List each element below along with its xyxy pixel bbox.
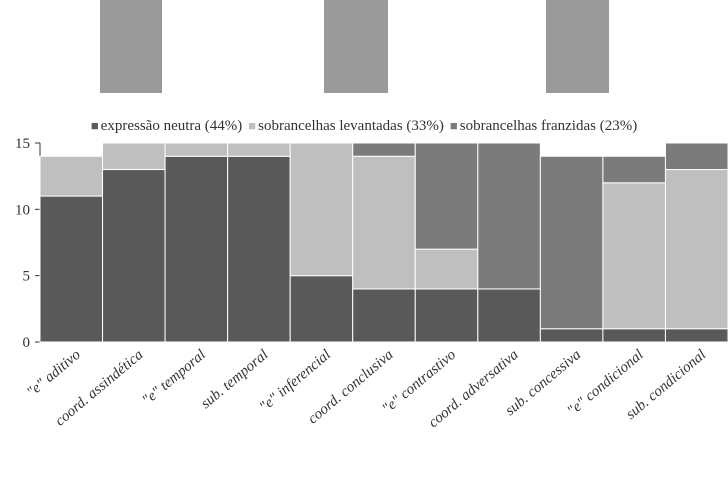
y-tick-label: 10 [15,202,30,218]
bar-segment [103,143,166,170]
photo-neutral [100,0,162,93]
bar-segment [290,276,353,342]
y-tick-label: 5 [23,269,31,285]
bar-segment [228,156,291,342]
legend-swatch: ■ [91,118,99,133]
bar-segment [290,143,353,276]
legend-label: expressão neutra (44%) [101,118,243,134]
bar-segment [478,143,541,289]
bar-segment [353,156,416,289]
photo-raised [324,0,388,93]
bar-segment [603,156,666,183]
bar-segment [40,156,103,196]
bar-segment [103,170,166,342]
page: {"chart_data": {"type": "stacked-bar", "… [0,0,728,478]
bar-segment [40,196,103,342]
legend-label: sobrancelhas franzidas (23%) [460,118,637,134]
bar-segment [665,329,728,342]
bar-segment [165,143,228,156]
bar-segment [665,170,728,329]
bar-segment [603,329,666,342]
bar-segment [353,143,416,156]
x-tick-label: "e" aditivo [24,346,84,400]
bar-segment [603,183,666,329]
bar-segment [665,143,728,170]
bar-segment [415,143,478,249]
bar-segment [353,289,416,342]
photo-furrowed [546,0,609,93]
bar-segment [415,249,478,289]
legend-swatch: ■ [248,118,256,133]
bar-segment [540,156,603,328]
bar-segment [165,156,228,342]
y-tick-label: 15 [15,136,30,152]
legend: ■expressão neutra (44%)■sobrancelhas lev… [91,118,637,134]
bar-segment [478,289,541,342]
legend-label: sobrancelhas levantadas (33%) [258,118,444,134]
legend-swatch: ■ [450,118,458,133]
bar-segment [415,289,478,342]
chart: 051015"e" aditivocoord. assindética"e" t… [0,0,728,473]
bar-segment [228,143,291,156]
bar-segment [540,329,603,342]
y-tick-label: 0 [23,335,31,351]
